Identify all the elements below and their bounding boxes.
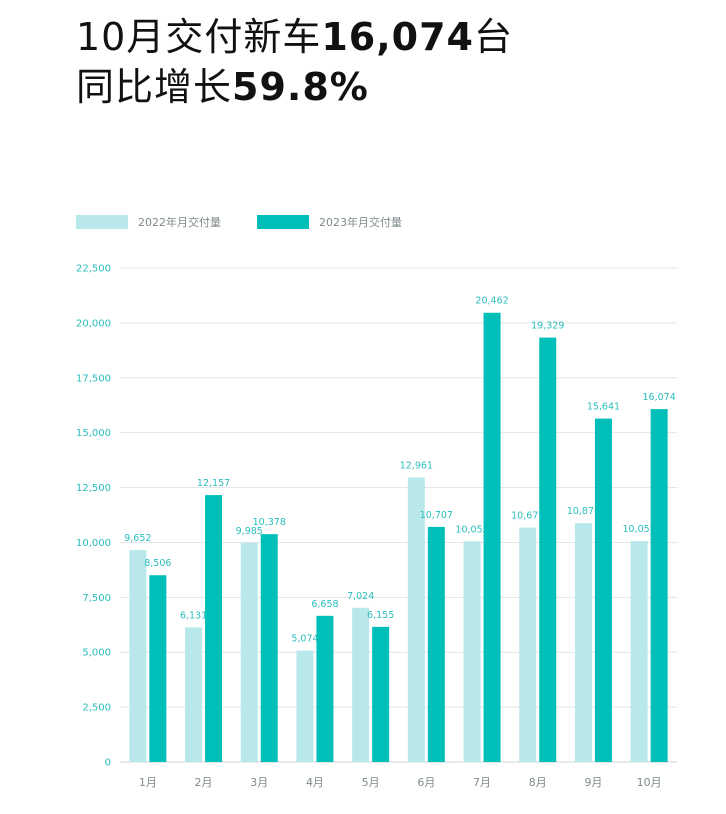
x-tick-label: 2月 (195, 776, 213, 789)
data-label-2023: 6,155 (367, 610, 394, 621)
bar-2022 (407, 477, 425, 762)
data-label-2023: 10,378 (253, 517, 286, 528)
data-label-2023: 10,707 (420, 510, 453, 521)
data-label-2022: 10,878 (567, 506, 600, 517)
legend-item-2022: 2022年月交付量 (76, 214, 221, 230)
headline-value-2: 59.8% (232, 65, 369, 109)
bar-2023 (427, 526, 445, 762)
y-tick-label: 0 (105, 758, 111, 769)
headline-line-2: 同比增长59.8% (76, 62, 513, 112)
x-tick-label: 9月 (584, 776, 602, 789)
bar-2022 (129, 550, 147, 762)
data-label-2022: 10,677 (511, 511, 544, 522)
y-tick-label: 5,000 (82, 648, 111, 659)
headline: 10月交付新车16,074台 同比增长59.8% (76, 12, 513, 112)
data-label-2022: 10,052 (455, 524, 488, 535)
y-tick-label: 17,500 (76, 373, 111, 384)
bar-2022 (185, 627, 203, 762)
bar-2023 (594, 418, 612, 762)
x-tick-label: 4月 (306, 776, 324, 789)
y-tick-label: 7,500 (82, 593, 111, 604)
data-label-2022: 7,024 (347, 591, 374, 602)
bar-2023 (650, 409, 668, 762)
x-tick-label: 3月 (250, 776, 268, 789)
data-label-2022: 6,131 (180, 610, 207, 621)
bar-2023 (260, 534, 278, 762)
bar-2022 (630, 541, 648, 762)
y-tick-label: 12,500 (76, 483, 111, 494)
bar-2023 (483, 312, 501, 762)
headline-value-1: 16,074 (321, 15, 474, 59)
bar-2023 (149, 575, 167, 762)
legend-label-2022: 2022年月交付量 (138, 216, 221, 229)
data-label-2022: 10,059 (623, 524, 656, 535)
bar-2023 (539, 337, 557, 762)
y-tick-label: 10,000 (76, 538, 111, 549)
legend-swatch-2022 (76, 215, 128, 229)
x-tick-label: 5月 (362, 776, 380, 789)
data-label-2023: 16,074 (643, 392, 676, 403)
data-label-2023: 6,658 (311, 599, 338, 610)
x-tick-label: 10月 (637, 776, 662, 789)
data-label-2023: 19,329 (531, 321, 564, 332)
x-tick-label: 7月 (473, 776, 491, 789)
bar-2022 (519, 527, 537, 762)
data-label-2022: 12,961 (400, 460, 433, 471)
data-label-2022: 9,985 (236, 526, 263, 537)
y-tick-label: 20,000 (76, 318, 111, 329)
legend-swatch-2023 (257, 215, 309, 229)
bar-2022 (240, 542, 258, 762)
data-label-2022: 5,074 (291, 634, 318, 645)
headline-prefix-2: 同比增长 (76, 65, 233, 109)
bar-2023 (205, 495, 223, 762)
chart-legend: 2022年月交付量 2023年月交付量 (76, 214, 438, 230)
x-tick-label: 6月 (417, 776, 435, 789)
data-label-2022: 9,652 (124, 533, 151, 544)
x-tick-label: 1月 (139, 776, 157, 789)
headline-suffix-1: 台 (474, 15, 514, 59)
bar-2022 (296, 650, 314, 762)
bar-2023 (316, 615, 334, 762)
y-tick-label: 15,000 (76, 428, 111, 439)
y-tick-label: 2,500 (82, 703, 111, 714)
headline-prefix-1: 10月交付新车 (76, 15, 322, 59)
bar-2022 (352, 607, 370, 762)
x-tick-label: 8月 (529, 776, 547, 789)
bar-2022 (463, 541, 481, 762)
data-label-2023: 12,157 (197, 478, 230, 489)
legend-item-2023: 2023年月交付量 (257, 214, 402, 230)
data-label-2023: 15,641 (587, 402, 620, 413)
y-tick-label: 22,500 (76, 264, 111, 275)
bar-2022 (574, 523, 592, 762)
data-label-2023: 8,506 (144, 558, 171, 569)
data-label-2023: 20,462 (475, 296, 508, 307)
bar-2023 (372, 626, 390, 762)
headline-line-1: 10月交付新车16,074台 (76, 12, 513, 62)
legend-label-2023: 2023年月交付量 (319, 216, 402, 229)
